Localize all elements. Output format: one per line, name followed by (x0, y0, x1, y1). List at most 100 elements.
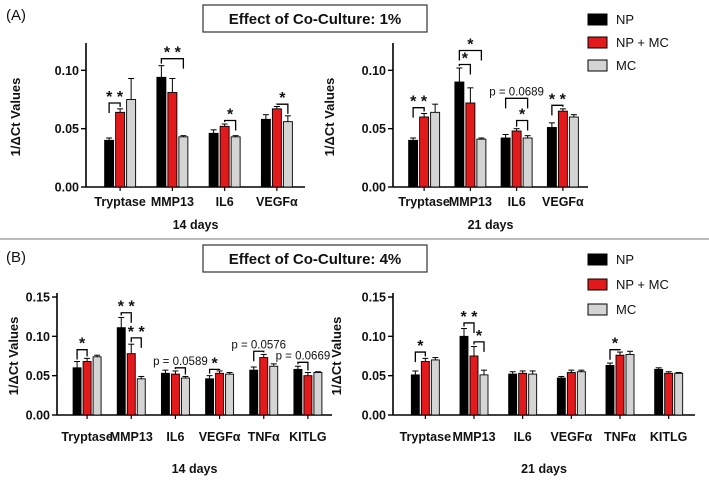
p-value-label: p = 0.0689 (489, 86, 544, 98)
significance-bracket (130, 337, 142, 348)
bar-mc (528, 373, 538, 416)
bar-np-mc (615, 354, 625, 416)
bar-np (293, 368, 303, 416)
p-value-label: p = 0.0669 (276, 350, 331, 362)
significance-bracket (412, 107, 425, 118)
significance-stars: * (476, 328, 483, 345)
panel-a-label: (A) (6, 7, 26, 24)
legend-b-label-np: NP (616, 252, 634, 267)
legend-b-swatch-np (587, 253, 608, 266)
days-label: 21 days (468, 218, 514, 232)
bar-np (205, 378, 215, 416)
y-tick-label: 0.10 (55, 64, 79, 78)
legend-a-swatch-np (587, 13, 608, 26)
y-tick-label: 0.10 (362, 330, 386, 344)
y-axis-title: 1/ΔCt Values (6, 317, 21, 396)
y-tick-label: 0.05 (362, 369, 386, 383)
chart-a-21-days: 0.00 0.05 0.10 1/ΔCt Values Tryptase MMP13 IL6… (322, 37, 588, 232)
category-label: MMP13 (452, 430, 495, 444)
bar-np (410, 374, 420, 416)
significance-bracket (463, 322, 475, 333)
bar-mc (282, 121, 293, 188)
bar-np-mc (170, 373, 180, 416)
bar-mc (674, 372, 684, 416)
y-tick-label: 0.10 (362, 64, 386, 78)
bar-np (654, 368, 664, 416)
chart-b-21-days: 0.00 0.05 0.10 0.15 1/ΔCt Values Tryptase MMP1… (329, 291, 695, 476)
legend-b-swatch-mc (587, 303, 608, 316)
significance-stars: * * (461, 309, 479, 326)
significance-stars: * * (128, 324, 146, 341)
significance-bracket (414, 351, 426, 363)
bar-np (160, 372, 170, 416)
significance-stars: * (519, 107, 526, 124)
y-tick-label: 0.05 (55, 122, 79, 136)
legend-a-label-mc: MC (616, 58, 636, 73)
bar-np-mc (566, 372, 576, 416)
bar-np (500, 137, 511, 188)
y-tick-label: 0.00 (362, 409, 386, 423)
category-label: IL6 (508, 195, 526, 209)
panel-b-title: Effect of Co-Culture: 4% (229, 251, 402, 268)
category-label: MMP13 (449, 195, 492, 209)
category-label: VEGFα (550, 430, 592, 444)
significance-stars: * * (549, 91, 567, 108)
significance-stars: * (612, 336, 619, 353)
significance-stars: * (417, 338, 424, 355)
category-label: KITLG (289, 430, 327, 444)
bar-np (556, 377, 566, 416)
significance-bracket (551, 104, 564, 116)
days-label: 14 days (173, 218, 219, 232)
bar-np (104, 139, 115, 188)
bar-np (459, 335, 469, 416)
bar-np (605, 364, 615, 416)
significance-bracket (458, 49, 483, 61)
y-tick-label: 0.15 (26, 291, 50, 305)
category-label: IL6 (166, 430, 184, 444)
category-label: Tryptase (94, 195, 145, 209)
panel-a-title: Effect of Co-Culture: 1% (229, 11, 402, 28)
significance-bracket (108, 102, 121, 113)
category-label: MMP13 (110, 430, 153, 444)
bar-mc (522, 137, 533, 188)
bar-np (116, 327, 126, 416)
legend-b-label-mc: MC (616, 302, 636, 317)
legend-a-swatch-mc (587, 59, 608, 72)
bar-np-mc (420, 361, 430, 416)
y-tick-label: 0.00 (55, 181, 79, 195)
y-tick-label: 0.00 (362, 181, 386, 195)
bar-np-mc (167, 92, 178, 188)
bar-np (72, 367, 82, 416)
category-label: IL6 (216, 195, 234, 209)
bar-np (208, 132, 219, 188)
bar-mc (178, 136, 189, 188)
significance-bracket (76, 349, 88, 360)
significance-stars: * (462, 51, 469, 68)
legend-a-label-np: NP (616, 12, 634, 27)
bar-mc (92, 356, 102, 416)
bar-mc (625, 353, 635, 416)
bar-np (546, 127, 557, 188)
bar-mc (313, 372, 323, 416)
bar-mc (136, 378, 146, 416)
y-tick-label: 0.00 (26, 409, 50, 423)
significance-bracket (297, 361, 309, 371)
significance-stars: * (79, 336, 86, 353)
y-axis-title: 1/ΔCt Values (322, 78, 337, 157)
significance-stars: * (467, 37, 474, 54)
bar-mc (479, 374, 489, 416)
significance-bracket (160, 58, 185, 69)
legend-a-label-np-mc: NP + MC (616, 35, 669, 50)
legend-b-swatch-np-mc (587, 278, 608, 291)
chart-a-14-days: 0.00 0.05 0.10 1/ΔCt Values Tryptase MMP13 IL6… (8, 43, 305, 232)
category-label: TNFα (248, 430, 280, 444)
significance-stars: * (211, 355, 218, 372)
y-tick-label: 0.05 (362, 122, 386, 136)
bar-np-mc (259, 357, 269, 416)
bar-mc (230, 136, 241, 188)
bar-np (260, 118, 271, 188)
bar-np-mc (271, 108, 282, 188)
y-axis-title: 1/ΔCt Values (8, 78, 23, 157)
significance-bracket (473, 341, 485, 352)
significance-bracket (609, 349, 621, 360)
